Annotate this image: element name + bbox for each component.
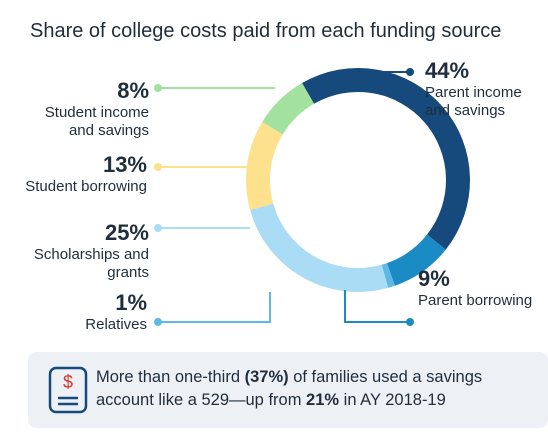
slice-label: 1% Relatives: [22, 290, 147, 334]
slice-value-label: 8%: [117, 78, 149, 103]
donut-segment: [246, 121, 283, 211]
slice-label: 9% Parent borrowing: [418, 266, 543, 310]
slice-name: Parent income and savings: [425, 84, 522, 119]
callout-box: $ More than one-third (37%) of families …: [28, 352, 548, 428]
callout-text: More than one-third (37%) of families us…: [96, 366, 541, 412]
slice-name: Scholarships and grants: [33, 246, 149, 281]
callout-part: More than one-third: [96, 368, 245, 386]
slice-value-label: 44%: [425, 58, 470, 83]
svg-text:$: $: [63, 372, 73, 392]
slice-value-label: 25%: [104, 220, 149, 245]
donut-segment: [250, 203, 389, 292]
leader-dot: [154, 163, 162, 171]
leader-dot: [154, 224, 162, 232]
callout-part: in AY 2018-19: [339, 391, 446, 409]
slice-label: 44% Parent income and savings: [425, 58, 548, 120]
slice-name: Parent borrowing: [418, 292, 533, 309]
callout-part: 21%: [306, 391, 340, 409]
donut-segment: [386, 234, 446, 286]
slice-label: 13% Student borrowing: [22, 152, 147, 196]
leader-dot: [154, 84, 162, 92]
donut-segment: [381, 263, 395, 288]
callout-icon: $: [48, 366, 88, 414]
slice-name: Student income and savings: [44, 104, 149, 139]
leader-line: [344, 290, 410, 323]
slice-name: Relatives: [85, 316, 147, 333]
leader-dot: [406, 318, 414, 326]
slice-value-label: 9%: [418, 266, 450, 291]
slice-value-label: 13%: [102, 152, 147, 177]
donut-segment: [302, 67, 470, 250]
slice-label: 8% Student income and savings: [24, 78, 149, 140]
chart-title: Share of college costs paid from each fu…: [30, 20, 502, 42]
leader-dot: [406, 68, 414, 76]
slice-value-label: 1%: [115, 290, 147, 315]
callout-part: of families used a savings account like …: [96, 368, 483, 409]
slice-name: Student borrowing: [25, 178, 147, 195]
callout-part: (37%): [244, 368, 289, 386]
leader-line: [158, 292, 271, 323]
donut-segment: [262, 83, 314, 135]
leader-dot: [154, 318, 162, 326]
slice-label: 25% Scholarships and grants: [24, 220, 149, 282]
